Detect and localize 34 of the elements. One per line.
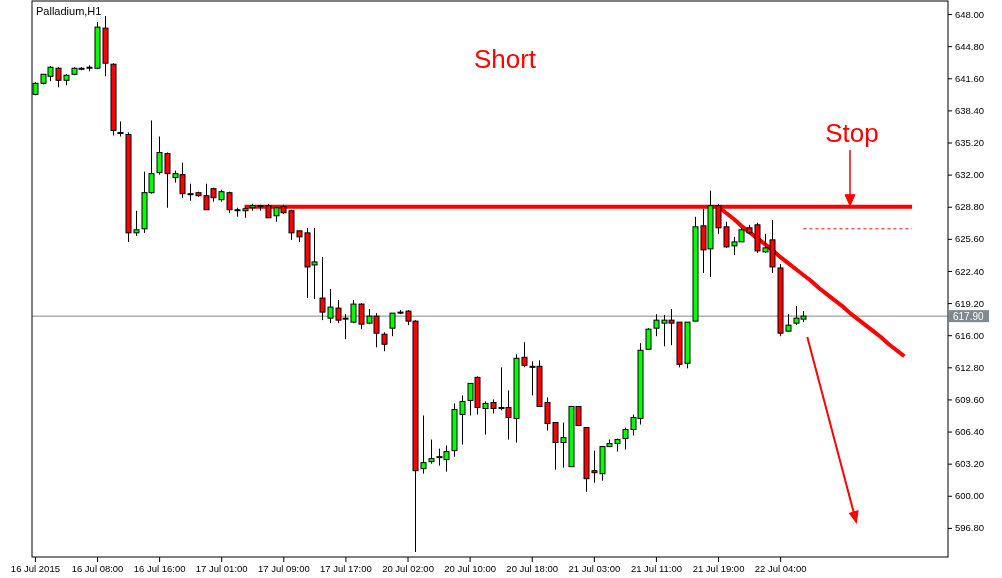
x-tick-label: 17 Jul 01:00 [195, 562, 248, 574]
y-tick-label: 648.00 [955, 8, 985, 20]
x-tick-label: 17 Jul 17:00 [320, 562, 372, 574]
y-tick-label: 628.80 [955, 201, 985, 213]
y-tick-label: 632.00 [955, 169, 985, 181]
y-tick-label: 606.40 [955, 426, 985, 438]
y-tick-label: 600.00 [955, 490, 985, 502]
y-tick-label: 641.60 [955, 72, 985, 84]
y-tick-label: 612.80 [955, 361, 985, 373]
x-tick-label: 20 Jul 02:00 [382, 562, 434, 574]
y-tick-label: 622.40 [955, 265, 985, 277]
y-tick-label: 644.80 [955, 40, 985, 52]
chart-title: Palladium,H1 [36, 5, 102, 17]
x-tick-label: 21 Jul 19:00 [692, 562, 745, 574]
x-tick-label: 20 Jul 18:00 [506, 562, 559, 574]
x-tick-label: 20 Jul 10:00 [444, 562, 497, 574]
x-tick-label: 22 Jul 04:00 [754, 562, 807, 574]
x-tick-label: 17 Jul 09:00 [257, 562, 310, 574]
y-tick-label: 616.00 [955, 329, 985, 341]
y-tick-label: 635.20 [955, 137, 985, 149]
x-tick-label: 16 Jul 08:00 [71, 562, 124, 574]
x-tick-label: 21 Jul 11:00 [630, 562, 682, 574]
y-tick-label: 609.60 [955, 393, 985, 405]
annotation: Stop [825, 118, 879, 148]
x-tick-label: 16 Jul 2015 [10, 562, 60, 574]
y-tick-label: 638.40 [955, 104, 985, 116]
y-tick-label: 603.20 [955, 458, 985, 470]
y-tick-label: 619.20 [955, 297, 985, 309]
x-tick-label: 16 Jul 16:00 [133, 562, 186, 574]
y-tick-label: 596.80 [955, 522, 985, 534]
y-tick-label: 625.60 [955, 233, 985, 245]
x-tick-label: 21 Jul 03:00 [568, 562, 621, 574]
annotation: Short [473, 44, 537, 74]
ref-line-label: 617.90 [953, 311, 985, 323]
